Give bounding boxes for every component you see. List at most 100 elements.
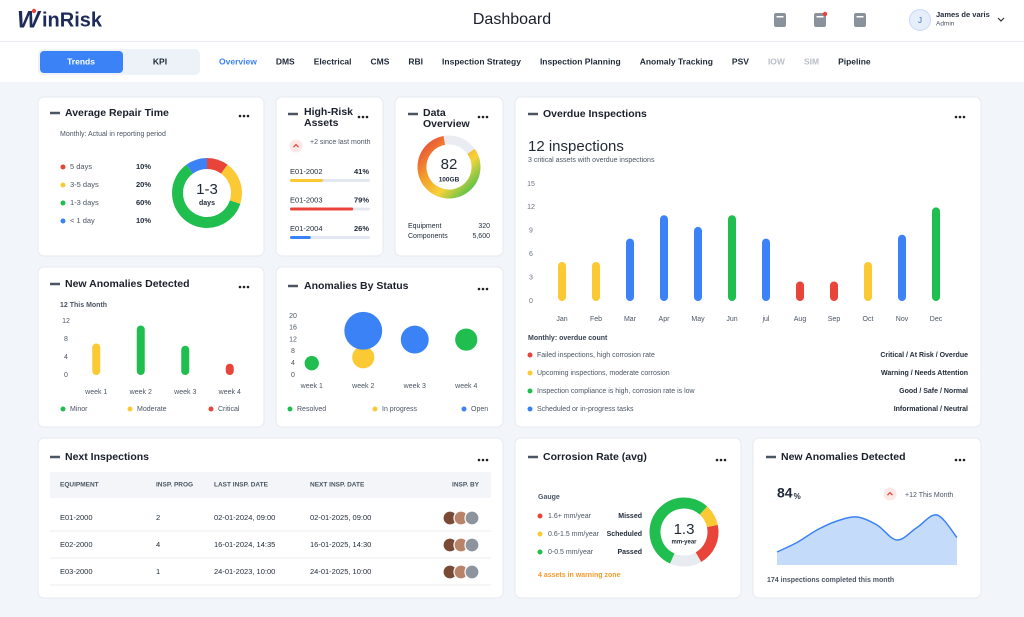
user-avatar[interactable] — [909, 9, 931, 31]
table-cell: 16-01-2025, 14:30 — [310, 540, 371, 549]
x-tick-label: week 4 — [454, 383, 477, 390]
legend-dot — [527, 388, 533, 394]
table-cell: E01-2000 — [60, 513, 93, 522]
nav-tab[interactable]: Inspection Planning — [540, 56, 621, 66]
more-dot — [357, 115, 361, 119]
card-title: Anomalies By Status — [304, 280, 409, 292]
kpi-value: 84 — [777, 485, 793, 501]
y-tick-label: 0 — [529, 298, 533, 305]
card-title: Corrosion Rate (avg) — [543, 451, 647, 463]
toggle-button[interactable]: KPI — [153, 56, 167, 66]
nav-tab[interactable]: PSV — [732, 56, 749, 66]
toggle-button[interactable]: Trends — [67, 56, 95, 66]
nav-tab[interactable]: RBI — [408, 56, 423, 66]
y-tick-label: 12 — [62, 318, 70, 325]
legend-dot — [208, 406, 214, 412]
nav-tab[interactable]: Pipeline — [838, 56, 871, 66]
more-dot — [242, 285, 246, 289]
user-menu-chevron[interactable] — [997, 17, 1005, 22]
user-initial: J — [918, 16, 922, 25]
table-cell: E02-2000 — [60, 540, 93, 549]
change-note: +2 since last month — [310, 139, 371, 146]
legend-dot — [60, 218, 66, 224]
nav-tab[interactable]: Electrical — [314, 56, 352, 66]
bubble — [344, 311, 383, 350]
table-cell: 02-01-2024, 09:00 — [214, 513, 275, 522]
more-dot — [962, 115, 966, 119]
page-title: Dashboard — [473, 11, 551, 28]
gauge-label: 100GB — [439, 177, 460, 184]
value-label: 41% — [354, 167, 369, 176]
logo-accent — [31, 8, 37, 14]
bubble — [352, 346, 375, 369]
column-header: INSP. PROG — [156, 482, 193, 489]
logo-mark: W — [17, 6, 42, 33]
legend-dot — [127, 406, 133, 412]
y-tick-label: 4 — [291, 360, 295, 367]
value-label: 20% — [136, 180, 151, 189]
more-dot — [715, 458, 719, 462]
y-tick-label: 16 — [289, 325, 297, 332]
card — [37, 96, 265, 257]
y-tick-label: 12 — [289, 336, 297, 343]
legend-status: Informational / Neutral — [894, 406, 968, 413]
donut-segment — [206, 158, 228, 174]
gauge-caption: Gauge — [538, 494, 560, 501]
legend-status: Good / Safe / Normal — [899, 388, 968, 395]
y-tick-label: 4 — [64, 354, 68, 361]
legend-label: < 1 day — [70, 216, 95, 225]
donut-center-label: mm-year — [671, 540, 697, 546]
card-subtitle: 3 critical assets with overdue inspectio… — [528, 157, 655, 164]
stat-value: 5,600 — [472, 233, 490, 240]
inspector-avatar[interactable] — [464, 510, 480, 526]
table-cell: 24-01-2025, 10:00 — [310, 567, 371, 576]
progress-bar — [290, 207, 354, 211]
user-role: Admin — [936, 21, 955, 28]
progress-bar — [290, 236, 311, 239]
legend-status: Warning / Needs Attention — [881, 370, 968, 377]
bar — [181, 345, 190, 375]
nav-tab[interactable]: Inspection Strategy — [442, 56, 521, 66]
asset-id: E01-2002 — [290, 167, 323, 176]
change-note: +12 This Month — [905, 492, 953, 499]
more-dot — [477, 115, 481, 119]
legend-label: Moderate — [137, 406, 167, 413]
x-tick-label: week 2 — [351, 383, 374, 390]
card-title: Data Overview — [423, 108, 470, 130]
y-tick-label: 8 — [64, 336, 68, 343]
nav-tab[interactable]: Overview — [219, 56, 257, 66]
y-tick-label: 9 — [529, 228, 533, 235]
legend-dot — [60, 406, 66, 412]
x-tick-label: week 1 — [84, 389, 107, 396]
more-dot — [958, 458, 962, 462]
legend-label: Failed inspections, high corrosion rate — [537, 352, 655, 359]
bar — [898, 234, 906, 301]
header-icon[interactable] — [854, 13, 866, 27]
more-dot — [481, 115, 485, 119]
more-dot — [477, 458, 481, 462]
nav-tab[interactable]: Anomaly Tracking — [640, 56, 713, 66]
bar — [660, 215, 668, 301]
inspector-avatar[interactable] — [464, 537, 480, 553]
legend-label: Upcoming inspections, moderate corrosion — [537, 370, 670, 377]
legend-dot — [60, 164, 66, 170]
bar — [728, 215, 736, 301]
stat-label: Components — [408, 233, 448, 240]
table-cell: 02-01-2025, 09:00 — [310, 513, 371, 522]
column-header: NEXT INSP. DATE — [310, 482, 365, 489]
legend-dot — [60, 200, 66, 206]
nav-tab[interactable]: CMS — [371, 56, 390, 66]
header-icon[interactable] — [774, 13, 786, 27]
donut-segment — [172, 164, 241, 228]
bar — [830, 281, 838, 301]
kpi-unit: % — [794, 492, 801, 501]
table-cell: E03-2000 — [60, 567, 93, 576]
card-subtitle: Monthly: Actual in reporting period — [60, 131, 166, 138]
card — [514, 96, 982, 428]
value-label: 10% — [136, 216, 151, 225]
y-tick-label: 8 — [291, 348, 295, 355]
nav-tab[interactable]: DMS — [276, 56, 295, 66]
inspector-avatar[interactable] — [464, 564, 480, 580]
legend-label: Resolved — [297, 406, 326, 413]
